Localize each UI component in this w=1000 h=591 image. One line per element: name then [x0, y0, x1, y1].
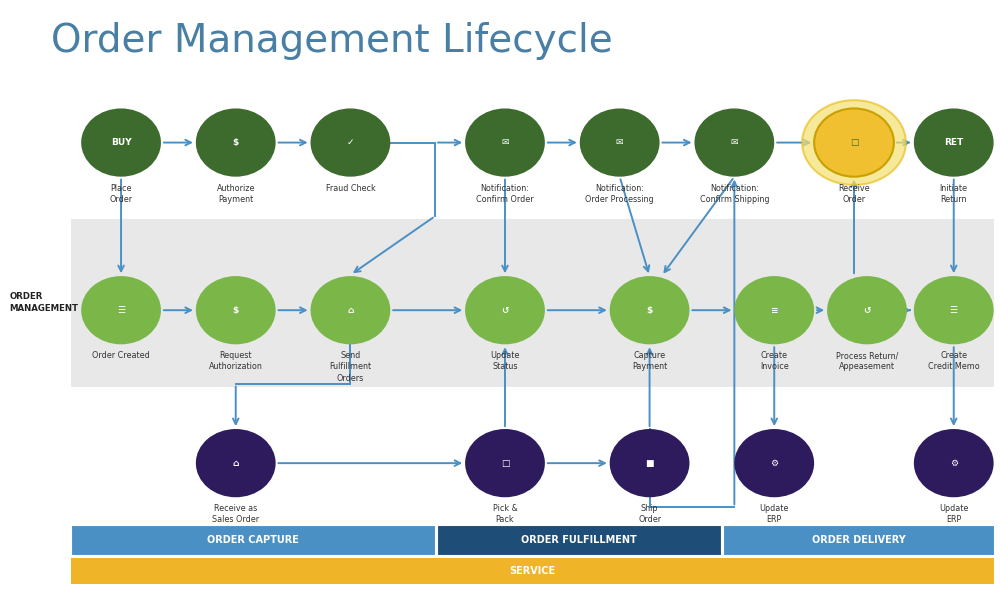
Text: ⌂: ⌂: [347, 306, 354, 314]
Text: SERVICE: SERVICE: [509, 566, 555, 576]
Ellipse shape: [914, 108, 994, 177]
Text: Receive
Order: Receive Order: [838, 184, 870, 204]
Ellipse shape: [465, 429, 545, 497]
Text: Process Return/
Appeasement: Process Return/ Appeasement: [836, 352, 898, 372]
Text: Order Created: Order Created: [92, 352, 150, 361]
Text: Create
Invoice: Create Invoice: [760, 352, 789, 372]
Ellipse shape: [311, 108, 390, 177]
Text: Notification:
Confirm Order: Notification: Confirm Order: [476, 184, 534, 204]
Text: Send
Fulfillment
Orders: Send Fulfillment Orders: [329, 352, 371, 382]
Text: ✉: ✉: [616, 138, 623, 147]
Text: ⚙: ⚙: [770, 459, 778, 467]
Text: $: $: [646, 306, 653, 314]
Ellipse shape: [196, 429, 276, 497]
Text: Update
Status: Update Status: [490, 352, 520, 372]
Text: ORDER DELIVERY: ORDER DELIVERY: [812, 535, 905, 545]
Text: ORDER FULFILLMENT: ORDER FULFILLMENT: [521, 535, 637, 545]
Text: ↺: ↺: [863, 306, 871, 314]
Ellipse shape: [610, 429, 689, 497]
Text: ⌂: ⌂: [232, 459, 239, 467]
Ellipse shape: [802, 100, 906, 185]
Ellipse shape: [914, 276, 994, 345]
Text: Notification:
Order Processing: Notification: Order Processing: [585, 184, 654, 204]
Ellipse shape: [311, 276, 390, 345]
FancyBboxPatch shape: [71, 525, 435, 556]
Text: ≡: ≡: [770, 306, 778, 314]
FancyBboxPatch shape: [723, 525, 994, 556]
Text: ✉: ✉: [731, 138, 738, 147]
Text: $: $: [233, 138, 239, 147]
Text: Request
Authorization: Request Authorization: [209, 352, 263, 372]
Ellipse shape: [196, 108, 276, 177]
FancyBboxPatch shape: [71, 558, 994, 584]
Ellipse shape: [610, 276, 689, 345]
Ellipse shape: [914, 429, 994, 497]
Text: ORDER
MANAGEMENT: ORDER MANAGEMENT: [9, 292, 78, 313]
Text: Notification:
Confirm Shipping: Notification: Confirm Shipping: [700, 184, 769, 204]
Text: Capture
Payment: Capture Payment: [632, 352, 667, 372]
Text: ■: ■: [645, 459, 654, 467]
Ellipse shape: [81, 276, 161, 345]
Ellipse shape: [734, 429, 814, 497]
Text: ☰: ☰: [117, 306, 125, 314]
Ellipse shape: [465, 276, 545, 345]
Ellipse shape: [734, 276, 814, 345]
Text: ↺: ↺: [501, 306, 509, 314]
Ellipse shape: [814, 108, 894, 177]
Text: Order Management Lifecycle: Order Management Lifecycle: [51, 22, 613, 60]
Text: ✓: ✓: [347, 138, 354, 147]
Text: RET: RET: [944, 138, 963, 147]
Text: ⚙: ⚙: [950, 459, 958, 467]
FancyBboxPatch shape: [71, 219, 994, 387]
Text: Place
Order: Place Order: [109, 184, 133, 204]
Text: $: $: [233, 306, 239, 314]
Text: ✉: ✉: [501, 138, 509, 147]
Text: ☰: ☰: [950, 306, 958, 314]
Text: Initiate
Return: Initiate Return: [940, 184, 968, 204]
Text: BUY: BUY: [111, 138, 131, 147]
Ellipse shape: [465, 108, 545, 177]
Ellipse shape: [196, 276, 276, 345]
Ellipse shape: [827, 276, 907, 345]
Text: Pick &
Pack: Pick & Pack: [493, 504, 517, 524]
Text: ORDER CAPTURE: ORDER CAPTURE: [207, 535, 299, 545]
Text: Receive as
Sales Order: Receive as Sales Order: [212, 504, 259, 524]
Text: Fraud Check: Fraud Check: [326, 184, 375, 193]
FancyBboxPatch shape: [437, 525, 721, 556]
Ellipse shape: [81, 108, 161, 177]
Text: □: □: [850, 138, 858, 147]
Text: □: □: [501, 459, 509, 467]
Ellipse shape: [694, 108, 774, 177]
Text: Authorize
Payment: Authorize Payment: [216, 184, 255, 204]
Text: Ship
Order: Ship Order: [638, 504, 661, 524]
Text: Update
ERP: Update ERP: [760, 504, 789, 524]
Ellipse shape: [580, 108, 660, 177]
Text: Update
ERP: Update ERP: [939, 504, 968, 524]
Text: Create
Credit Memo: Create Credit Memo: [928, 352, 980, 372]
